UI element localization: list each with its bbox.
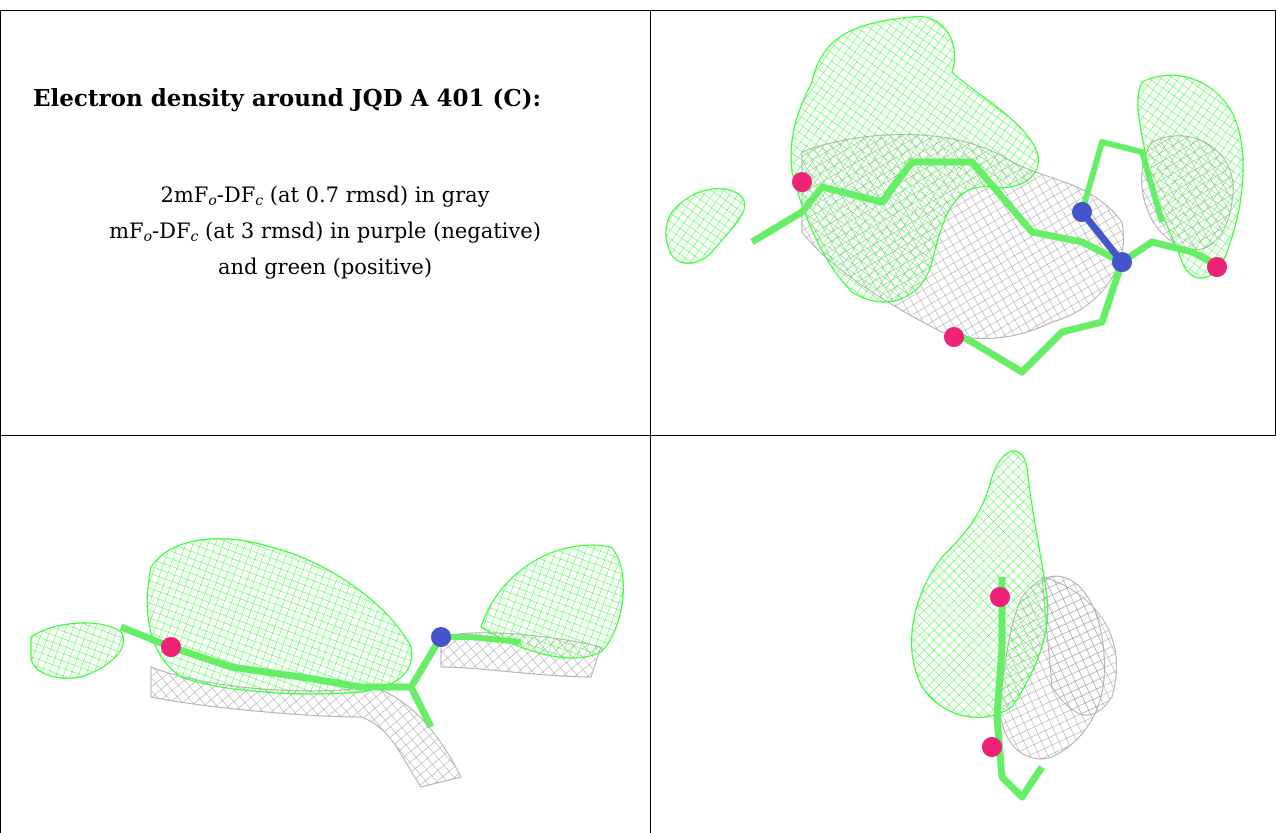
table-middle-border: [0, 435, 1276, 436]
table-center-border: [650, 10, 651, 833]
oxygen-atom: [1207, 257, 1227, 277]
oxygen-atom: [982, 737, 1002, 757]
table-top-border: [0, 10, 1276, 11]
caption-title: Electron density around JQD A 401 (C):: [33, 85, 542, 112]
nitrogen-atom: [1112, 252, 1132, 272]
nitrogen-atom: [1072, 202, 1092, 222]
caption-line-2: mFo-DFc (at 3 rmsd) in purple (negative): [109, 219, 541, 245]
density-view-top-right: [652, 12, 1274, 434]
caption-cell: Electron density around JQD A 401 (C): 2…: [20, 85, 630, 282]
oxygen-atom: [161, 637, 181, 657]
caption-line-3: and green (positive): [217, 255, 433, 279]
density-view-bottom-left: [1, 437, 649, 833]
oxygen-atom: [792, 172, 812, 192]
table-left-border: [0, 10, 1, 833]
caption-line-1: 2mFo-DFc (at 0.7 rmsd) in gray: [160, 183, 490, 209]
oxygen-atom: [944, 327, 964, 347]
nitrogen-atom: [431, 627, 451, 647]
density-view-bottom-right: [652, 437, 1274, 833]
oxygen-atom: [990, 587, 1010, 607]
